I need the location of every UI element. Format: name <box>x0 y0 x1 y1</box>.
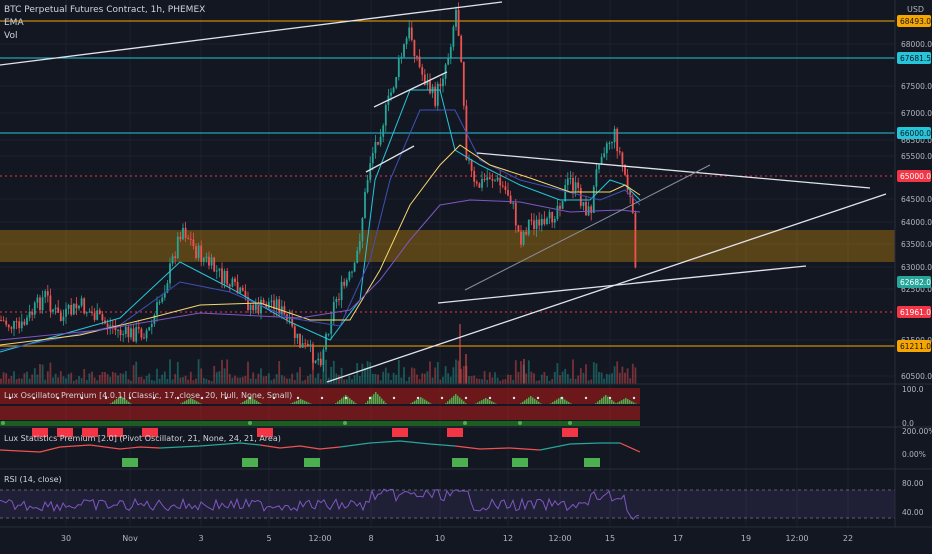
symbol-title[interactable]: BTC Perpetual Futures Contract, 1h, PHEM… <box>4 5 205 15</box>
rsi-title[interactable]: RSI (14, close) <box>4 475 62 484</box>
price-tick: 63000.0 <box>901 263 932 272</box>
time-label: 12:00 <box>548 534 571 543</box>
time-label: 12:00 <box>308 534 331 543</box>
price-tick: 67500.0 <box>901 82 932 91</box>
price-tick: 60500.0 <box>901 372 932 381</box>
indicator-ema-label[interactable]: EMA <box>4 18 24 28</box>
svg-text:68493.0: 68493.0 <box>900 17 931 26</box>
stats-tick-top: 200.00% <box>902 427 932 436</box>
time-label: 12 <box>503 534 513 543</box>
svg-text:65000.0: 65000.0 <box>900 172 931 181</box>
time-label: 15 <box>605 534 615 543</box>
time-label: 3 <box>198 534 203 543</box>
osc-green-band <box>0 421 640 426</box>
stats-tick-bottom: 0.00% <box>902 450 926 459</box>
price-badge: 68493.0 <box>897 15 931 27</box>
price-badge: 66000.0 <box>897 127 931 139</box>
svg-text:61211.0: 61211.0 <box>900 342 931 351</box>
price-tick: 65500.0 <box>901 152 932 161</box>
supply-zone <box>0 230 895 262</box>
lux-statistics-title[interactable]: Lux Statistics Premium [2.0] (Pivot Osci… <box>4 434 281 443</box>
price-tick: 67000.0 <box>901 109 932 118</box>
time-label: 17 <box>673 534 683 543</box>
rsi-tick-top: 80.00 <box>902 479 924 488</box>
price-badge: 62682.0 <box>897 276 931 288</box>
time-label: 30 <box>61 534 71 543</box>
time-label: 8 <box>368 534 373 543</box>
rsi-band <box>0 490 895 518</box>
rsi-tick-bottom: 40.00 <box>902 508 924 517</box>
price-tick: 68000.0 <box>901 40 932 49</box>
price-badge: 61211.0 <box>897 340 931 352</box>
svg-text:62682.0: 62682.0 <box>900 278 931 287</box>
osc-tick-top: 100.0 <box>902 385 924 394</box>
time-label: 19 <box>741 534 751 543</box>
time-label: Nov <box>122 534 138 543</box>
svg-text:67681.5: 67681.5 <box>900 54 931 63</box>
price-tick: 64500.0 <box>901 195 932 204</box>
price-tick: 63500.0 <box>901 240 932 249</box>
svg-text:61961.0: 61961.0 <box>900 308 931 317</box>
currency-label: USD <box>907 5 924 14</box>
time-label: 5 <box>266 534 271 543</box>
svg-text:66000.0: 66000.0 <box>900 129 931 138</box>
price-badge: 67681.5 <box>897 52 931 64</box>
price-tick: 64000.0 <box>901 218 932 227</box>
time-label: 10 <box>435 534 445 543</box>
indicator-vol-label[interactable]: Vol <box>4 31 17 41</box>
time-label: 12:00 <box>785 534 808 543</box>
time-label: 22 <box>843 534 853 543</box>
lux-oscillator-title[interactable]: Lux Oscillator Premium [4.0.1] (Classic,… <box>4 391 292 400</box>
price-badge: 61961.0 <box>897 306 931 318</box>
osc-red-band-2 <box>0 406 640 420</box>
price-badge: 65000.0 <box>897 170 931 182</box>
